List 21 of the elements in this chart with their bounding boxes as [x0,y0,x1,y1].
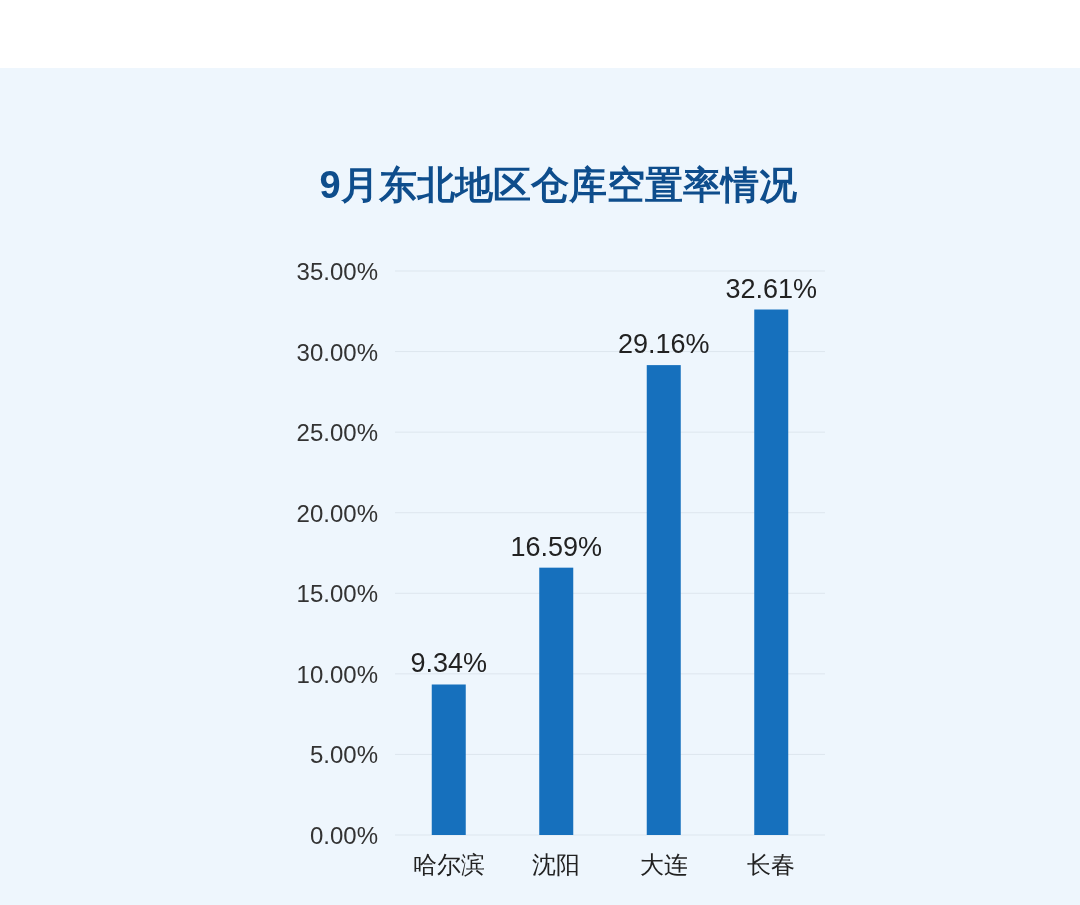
bar [431,684,466,835]
bar [646,365,681,835]
x-tick-label: 哈尔滨 [412,851,485,878]
x-tick-label: 大连 [639,851,688,878]
y-tick-label: 15.00% [296,580,378,608]
y-tick-label: 0.00% [309,822,378,849]
y-tick-label: 35.00% [296,258,378,285]
y-tick-label: 30.00% [296,338,378,366]
bar [539,567,574,835]
x-tick-label: 长春 [747,851,796,878]
y-tick-label: 25.00% [296,419,378,447]
y-tick-label: 20.00% [296,499,378,527]
bar [754,309,789,835]
data-label: 32.61% [725,273,818,304]
data-label: 9.34% [410,648,488,679]
data-label: 16.59% [510,531,603,562]
y-tick-label: 5.00% [309,741,378,769]
data-label: 29.16% [617,329,710,360]
x-tick-label: 沈阳 [532,851,581,878]
chart-title: 9月东北地区仓库空置率情况 [319,164,797,206]
y-tick-label: 10.00% [296,660,378,688]
